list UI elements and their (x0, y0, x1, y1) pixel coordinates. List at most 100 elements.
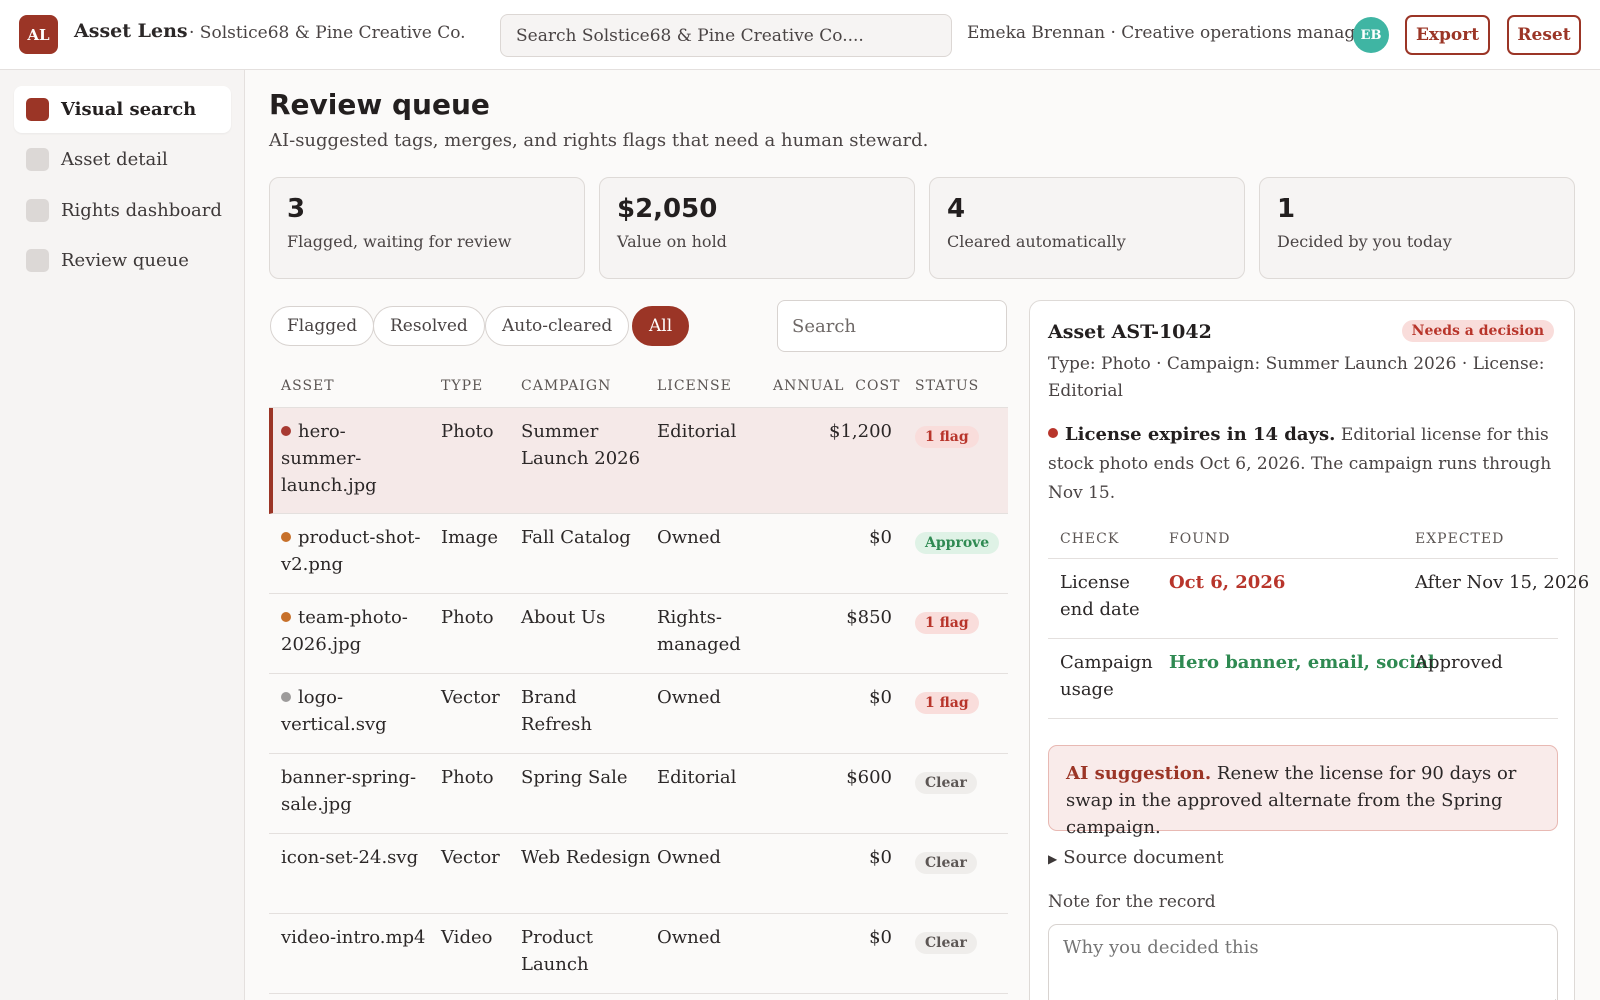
table-row[interactable]: product-shot-v2.png Image Fall Catalog O… (269, 514, 1008, 594)
asset-name: banner-spring-sale.jpg (281, 767, 417, 815)
table-row[interactable]: hero-summer-launch.jpg Photo Summer Laun… (269, 408, 1008, 514)
check-expected: After Nov 15, 2026 (1415, 572, 1590, 593)
asset-license: Owned (657, 527, 721, 548)
table-row[interactable]: icon-set-24.svg Vector Web Redesign Owne… (269, 834, 1008, 914)
sidebar-item-label: Review queue (61, 250, 189, 271)
asset-license: Owned (657, 847, 721, 868)
note-textarea[interactable] (1048, 924, 1558, 1000)
filter-chip-flagged[interactable]: Flagged (270, 306, 375, 346)
needs-decision-badge: Needs a decision (1401, 320, 1554, 342)
status-dot (281, 692, 291, 702)
status-badge: Clear (915, 852, 977, 874)
issue-text: Editorial license for this stock photo e… (1048, 425, 1552, 503)
check-expected: Approved (1415, 652, 1503, 673)
detail-title: Asset AST-1042 (1048, 321, 1212, 343)
column-header-license[interactable]: LICENSE (657, 378, 732, 394)
rights-dashboard-icon (26, 199, 49, 222)
asset-type: Video (441, 927, 493, 948)
asset-type: Photo (441, 421, 494, 442)
filter-chip-resolved[interactable]: Resolved (373, 306, 485, 346)
asset-license: Editorial (657, 421, 737, 442)
asset-type: Vector (441, 687, 500, 708)
ai-suggestion-text: Renew the license for 90 days or swap in… (1066, 763, 1517, 838)
stat-card-auto-cleared: 4 Cleared automatically (929, 177, 1245, 279)
status-badge: 1 flag (915, 612, 979, 634)
table-row[interactable]: team-photo-2026.jpg Photo About Us Right… (269, 594, 1008, 674)
source-document-label: Source document (1063, 847, 1224, 868)
stat-value: 1 (1277, 194, 1296, 224)
asset-type: Photo (441, 767, 494, 788)
stat-value: 4 (947, 194, 966, 224)
status-dot (281, 426, 291, 436)
stat-card-flagged: 3 Flagged, waiting for review (269, 177, 585, 279)
source-document-toggle[interactable]: ▶ Source document (1048, 847, 1224, 868)
review-table: ASSET TYPE CAMPAIGN LICENSE ANNUAL COST … (269, 370, 1008, 994)
sidebar-item-label: Visual search (61, 99, 197, 120)
column-header-campaign[interactable]: CAMPAIGN (521, 378, 612, 394)
asset-cost: $0 (869, 927, 892, 948)
stat-card-value-on-hold: $2,050 Value on hold (599, 177, 915, 279)
column-header-annual-cost[interactable]: ANNUAL COST (773, 378, 901, 394)
asset-license: Owned (657, 927, 721, 948)
column-header-type[interactable]: TYPE (441, 378, 484, 394)
reset-button[interactable]: Reset (1507, 15, 1581, 55)
column-header-asset[interactable]: ASSET (281, 378, 335, 394)
top-bar: AL Asset Lens · Solstice68 & Pine Creati… (0, 0, 1600, 70)
asset-name: icon-set-24.svg (281, 847, 419, 868)
asset-cost: $600 (846, 767, 892, 788)
asset-name: team-photo-2026.jpg (281, 607, 408, 655)
stat-value: $2,050 (617, 194, 718, 224)
stat-card-decided-today: 1 Decided by you today (1259, 177, 1575, 279)
table-header: ASSET TYPE CAMPAIGN LICENSE ANNUAL COST … (269, 370, 1008, 408)
status-badge: Clear (915, 932, 977, 954)
sidebar-item-label: Asset detail (61, 149, 168, 170)
asset-cost: $0 (869, 687, 892, 708)
visual-search-icon (26, 98, 49, 121)
table-search-input[interactable]: Search (777, 300, 1007, 352)
table-row[interactable]: logo-vertical.svg Vector Brand Refresh O… (269, 674, 1008, 754)
avatar[interactable]: EB (1353, 17, 1389, 53)
status-dot (281, 612, 291, 622)
asset-type: Photo (441, 607, 494, 628)
filter-chip-auto-cleared[interactable]: Auto-cleared (485, 306, 630, 346)
asset-cost: $0 (869, 527, 892, 548)
app-logo: AL (19, 15, 58, 54)
stat-label: Decided by you today (1277, 232, 1452, 251)
disclosure-triangle-icon: ▶ (1048, 852, 1058, 866)
check-row: Campaign usage Hero banner, email, socia… (1048, 639, 1558, 719)
filter-chip-all[interactable]: All (632, 306, 690, 346)
column-header-expected: EXPECTED (1415, 531, 1505, 547)
sidebar-item-review-queue[interactable]: Review queue (14, 237, 231, 284)
sidebar-item-asset-detail[interactable]: Asset detail (14, 136, 231, 183)
sidebar-item-label: Rights dashboard (61, 200, 222, 221)
stat-value: 3 (287, 194, 306, 224)
global-search-input[interactable]: Search Solstice68 & Pine Creative Co.... (500, 14, 952, 57)
asset-license: Rights-managed (657, 607, 741, 655)
column-header-found: FOUND (1169, 531, 1231, 547)
table-row[interactable]: banner-spring-sale.jpg Photo Spring Sale… (269, 754, 1008, 834)
asset-cost: $850 (846, 607, 892, 628)
ai-suggestion: AI suggestion. Renew the license for 90 … (1048, 745, 1558, 838)
status-badge: 1 flag (915, 692, 979, 714)
column-header-check: CHECK (1060, 531, 1120, 547)
export-button[interactable]: Export (1405, 15, 1490, 55)
detail-meta: Type: Photo · Campaign: Summer Launch 20… (1048, 354, 1545, 401)
asset-type: Vector (441, 847, 500, 868)
stat-label: Flagged, waiting for review (287, 232, 512, 251)
asset-type: Image (441, 527, 499, 548)
sidebar-item-visual-search[interactable]: Visual search (14, 86, 231, 133)
sidebar-item-rights-dashboard[interactable]: Rights dashboard (14, 187, 231, 234)
issue-dot-icon (1048, 428, 1058, 438)
app-title: Asset Lens (74, 20, 188, 42)
status-dot (281, 532, 291, 542)
asset-campaign: About Us (521, 607, 606, 628)
checks-header: CHECK FOUND EXPECTED (1048, 521, 1558, 559)
status-badge: Approve (915, 532, 1000, 554)
column-header-status[interactable]: STATUS (915, 378, 980, 394)
page-title: Review queue (269, 88, 490, 121)
table-row[interactable]: video-intro.mp4 Video Product Launch Own… (269, 914, 1008, 994)
check-found: Hero banner, email, social (1169, 652, 1435, 673)
asset-campaign: Brand Refresh (521, 687, 592, 735)
issue-title: License expires in 14 days. (1065, 424, 1336, 445)
asset-cost: $1,200 (829, 421, 892, 442)
